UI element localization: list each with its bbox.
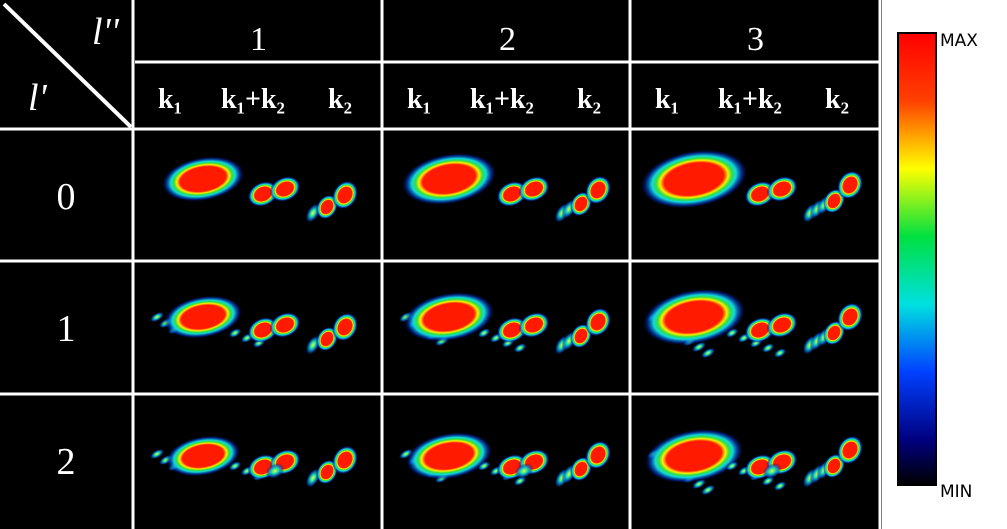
row-label: 0 [57,176,76,218]
subheader-label: k₁+k₂ [470,84,534,115]
subheader-label: k₁ [655,84,679,115]
corner-top-label: l'' [92,11,120,53]
column-label: 1 [250,21,267,58]
subheader-label: k₂ [825,84,849,115]
corner-bottom-label: l' [28,77,48,119]
subheader-label: k₂ [328,84,352,115]
page: {"corner": {"top": "l''", "bottom": "l'"… [0,0,1007,529]
subheader-label: k₁+k₂ [718,84,782,115]
row-label: 1 [57,308,76,350]
subheader-label: k₁ [407,84,431,115]
row-label: 2 [57,441,76,483]
figure: l'' l' 1 k₁ k₁+k₂ k₂ 2 k₁ k₁+k₂ k₂ 3 k₁ k₁+k₂ k₂ 0 1 2 MA… [0,0,1007,529]
colorbar-min-label: MIN [940,482,972,502]
colorbar-max-label: MAX [940,31,978,51]
subheader-label: k₁ [158,84,182,115]
colorbar [898,33,936,485]
subheader-label: k₂ [577,84,601,115]
subheader-label: k₁+k₂ [221,84,285,115]
column-label: 3 [747,21,764,58]
column-label: 2 [499,21,516,58]
